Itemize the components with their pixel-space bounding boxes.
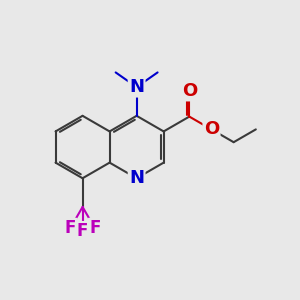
Text: F: F <box>65 219 76 237</box>
Text: F: F <box>77 222 88 240</box>
Text: N: N <box>129 78 144 96</box>
Text: F: F <box>89 219 100 237</box>
Text: O: O <box>182 82 197 100</box>
Text: O: O <box>204 120 219 138</box>
Text: N: N <box>129 169 144 187</box>
